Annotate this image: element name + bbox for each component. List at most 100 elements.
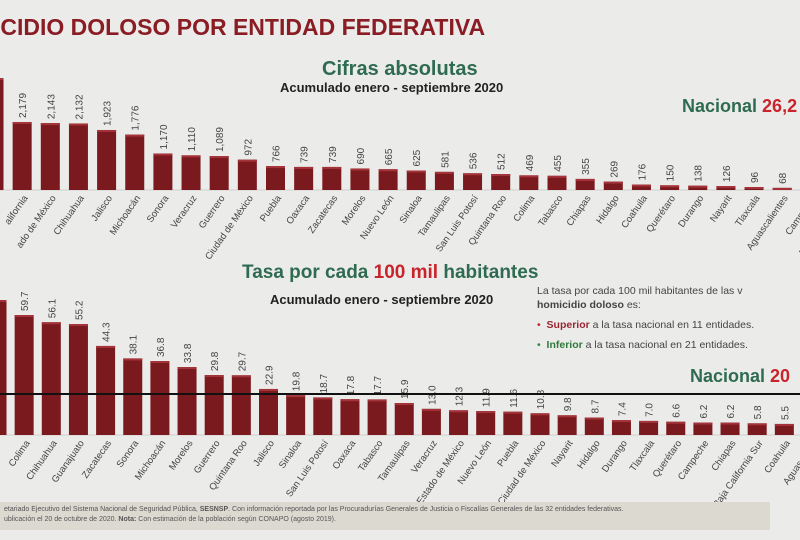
- category-label: Coahuila: [619, 193, 650, 231]
- note-bold: homicidio doloso: [537, 299, 624, 311]
- bar: [631, 184, 651, 190]
- chart1-national: Nacional 26,2: [682, 96, 797, 117]
- bar: [40, 123, 60, 190]
- data-label: 11.6: [509, 389, 520, 408]
- bar-top-highlight: [68, 324, 88, 327]
- footer-text: . Con información reportada por las Proc…: [228, 506, 624, 513]
- bar: [0, 78, 4, 190]
- title-highlight: 100 mil: [373, 262, 439, 283]
- bar-top-highlight: [350, 168, 370, 171]
- data-label: 1,089: [215, 127, 226, 152]
- data-label: 126: [722, 165, 733, 182]
- data-label: 17.7: [373, 376, 384, 396]
- bar: [14, 315, 34, 435]
- bar-top-highlight: [153, 153, 173, 156]
- bar: [204, 375, 224, 435]
- bar: [294, 166, 314, 190]
- bar: [177, 367, 197, 435]
- footer-text: Con estimación de la población según CON…: [136, 516, 336, 523]
- bar: [97, 129, 117, 190]
- bar-top-highlight: [530, 413, 550, 416]
- category-label: Sinaloa: [398, 193, 426, 226]
- data-label: 138: [694, 165, 705, 182]
- category-label: Colima: [7, 438, 33, 469]
- chart1-title: Cifras absolutas: [322, 58, 478, 80]
- bar-top-highlight: [666, 421, 686, 424]
- bar: [491, 174, 511, 190]
- category-label: Puebla: [495, 438, 521, 469]
- bar-top-highlight: [313, 397, 333, 400]
- bar-top-highlight: [209, 156, 229, 159]
- category-label: Morelos: [167, 438, 196, 472]
- data-label: 22.9: [265, 365, 276, 385]
- bar: [266, 166, 285, 190]
- superior-word: Superior: [546, 319, 590, 331]
- bar: [611, 420, 631, 435]
- bar-top-highlight: [557, 415, 577, 418]
- data-label: 7.0: [645, 403, 656, 417]
- bullet-superior: • Superior a la tasa nacional en 11 enti…: [537, 319, 755, 331]
- bar-top-highlight: [340, 399, 360, 402]
- bar-top-highlight: [68, 123, 88, 126]
- data-label: 55.2: [74, 300, 85, 320]
- bar-top-highlight: [125, 134, 145, 137]
- bar-top-highlight: [463, 173, 483, 176]
- bar-top-highlight: [12, 122, 32, 124]
- bar: [421, 408, 441, 435]
- rate-note: La tasa por cada 100 mil habitantes de l…: [537, 284, 754, 352]
- data-label: 38.1: [129, 335, 140, 355]
- data-label: 2,143: [46, 94, 57, 119]
- category-label: Tlaxcala: [628, 438, 658, 474]
- bar: [406, 170, 426, 190]
- title-part: habitantes: [438, 262, 539, 283]
- bar: [378, 169, 398, 190]
- bar-top-highlight: [40, 123, 60, 126]
- data-label: 1,170: [159, 124, 170, 149]
- data-label: 68: [778, 172, 789, 184]
- bar: [0, 300, 7, 435]
- bar-top-highlight: [378, 169, 398, 172]
- data-label: 8.7: [590, 399, 601, 413]
- category-label: Tabasco: [536, 193, 565, 228]
- bar-top-highlight: [123, 358, 143, 361]
- note-line1: La tasa por cada 100 mil habitantes de l…: [537, 285, 743, 297]
- category-label: Hidalgo: [594, 193, 621, 226]
- category-label: Nayarit: [708, 193, 734, 224]
- bar-top-highlight: [688, 185, 708, 188]
- chart2-subtitle: Acumulado enero - septiembre 2020: [270, 292, 494, 307]
- bar-top-highlight: [204, 375, 224, 378]
- bar: [666, 421, 686, 435]
- national-value: 26,2: [762, 96, 798, 116]
- bar: [350, 168, 370, 190]
- data-label: 5.5: [780, 406, 791, 420]
- bar: [476, 411, 496, 435]
- category-label: Guerrero: [197, 193, 228, 230]
- data-label: 17.8: [346, 375, 357, 395]
- bar-top-highlight: [421, 408, 441, 411]
- bar-top-highlight: [744, 187, 764, 190]
- national-label: Nacional: [690, 366, 766, 386]
- data-label: 536: [469, 152, 480, 169]
- category-label: Sonora: [145, 193, 172, 225]
- category-label: Sonora: [115, 438, 142, 470]
- bar-top-highlight: [0, 300, 7, 302]
- data-label: 269: [609, 160, 620, 177]
- category-label: Jalisco: [251, 438, 277, 468]
- bar: [41, 322, 61, 435]
- bar: [774, 423, 794, 435]
- bar-top-highlight: [97, 129, 117, 132]
- bar-top-highlight: [639, 420, 659, 423]
- bar-top-highlight: [259, 388, 278, 391]
- bar: [503, 411, 523, 435]
- bar: [259, 388, 278, 435]
- category-label: Hidalgo: [575, 438, 602, 471]
- category-label: Oaxaca: [284, 193, 312, 227]
- data-label: 10.8: [536, 389, 547, 409]
- category-label: Durango: [600, 438, 630, 474]
- bar-top-highlight: [237, 159, 257, 162]
- bar: [660, 185, 680, 190]
- bar: [231, 375, 251, 435]
- data-label: 1,776: [131, 105, 142, 130]
- category-label: alifornia: [3, 193, 32, 227]
- data-label: 19.8: [292, 371, 303, 391]
